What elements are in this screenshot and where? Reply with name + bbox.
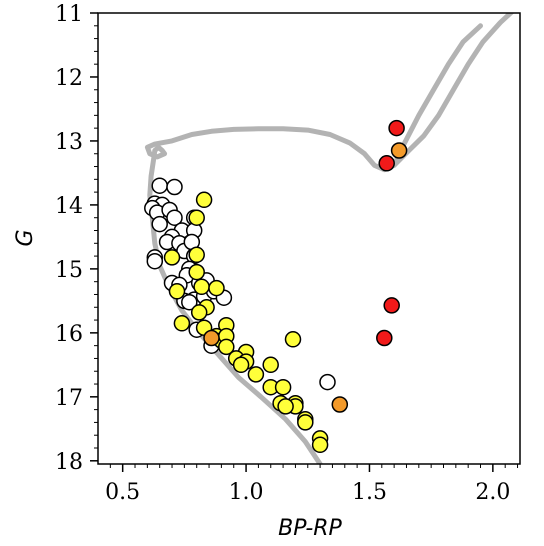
scatter-point [181,293,198,311]
plot-frame [97,12,521,465]
scatter-point [188,209,205,226]
axes: 0.5 1.0 1.5 2.0 11 12 13 14 15 16 17 18 [55,2,521,505]
scatter-point [151,215,168,233]
scatter-point [166,178,183,196]
scatter-point [262,356,279,374]
scatter-point [297,414,314,431]
scatter-point [168,283,186,300]
scatter-point [146,252,164,270]
scatter-point [195,191,213,209]
scatter-point [388,119,405,137]
scatter-point [277,398,294,415]
x-axis-label: BP-RP [278,516,342,541]
y-tick-label: 12 [55,66,83,91]
scatter-point [284,331,302,348]
scatter-point [274,378,292,396]
y-tick-label: 11 [55,2,83,27]
scatter-point [208,279,225,297]
y-tick-label: 14 [55,194,83,219]
scatter-point [188,246,205,264]
scatter-point [203,329,220,347]
scatter-point [163,249,181,266]
scatter-point [218,338,235,356]
y-tick-label: 17 [55,386,83,411]
x-tick-label: 2.0 [475,480,510,505]
y-tick-label: 16 [55,322,83,347]
scatter-point [383,297,400,314]
plot-area [144,13,515,464]
isochrone-branch-line [391,23,483,168]
scatter-point [188,263,205,281]
scatter-point [151,177,168,194]
isochrone-line [144,13,515,464]
y-tick-label: 15 [55,258,83,283]
scatter-point [319,373,336,391]
scatter-point [173,315,191,332]
scatter-point [166,209,183,226]
y-tick-label: 13 [55,130,83,155]
scatter-point [390,142,408,159]
x-tick-label: 1.0 [229,480,264,505]
scatter-point [232,356,250,374]
scatter-point [311,436,329,454]
y-tick-label: 18 [55,450,83,475]
scatter-point [193,278,210,296]
x-tick-label: 1.5 [352,480,387,505]
scatter-point [331,396,349,413]
scatter-point [378,155,395,172]
x-tick-label: 0.5 [105,480,140,505]
scatter-point [247,366,265,383]
scatter-point [190,304,208,321]
y-axis-label: G [13,229,38,246]
scatter-point [376,329,393,347]
